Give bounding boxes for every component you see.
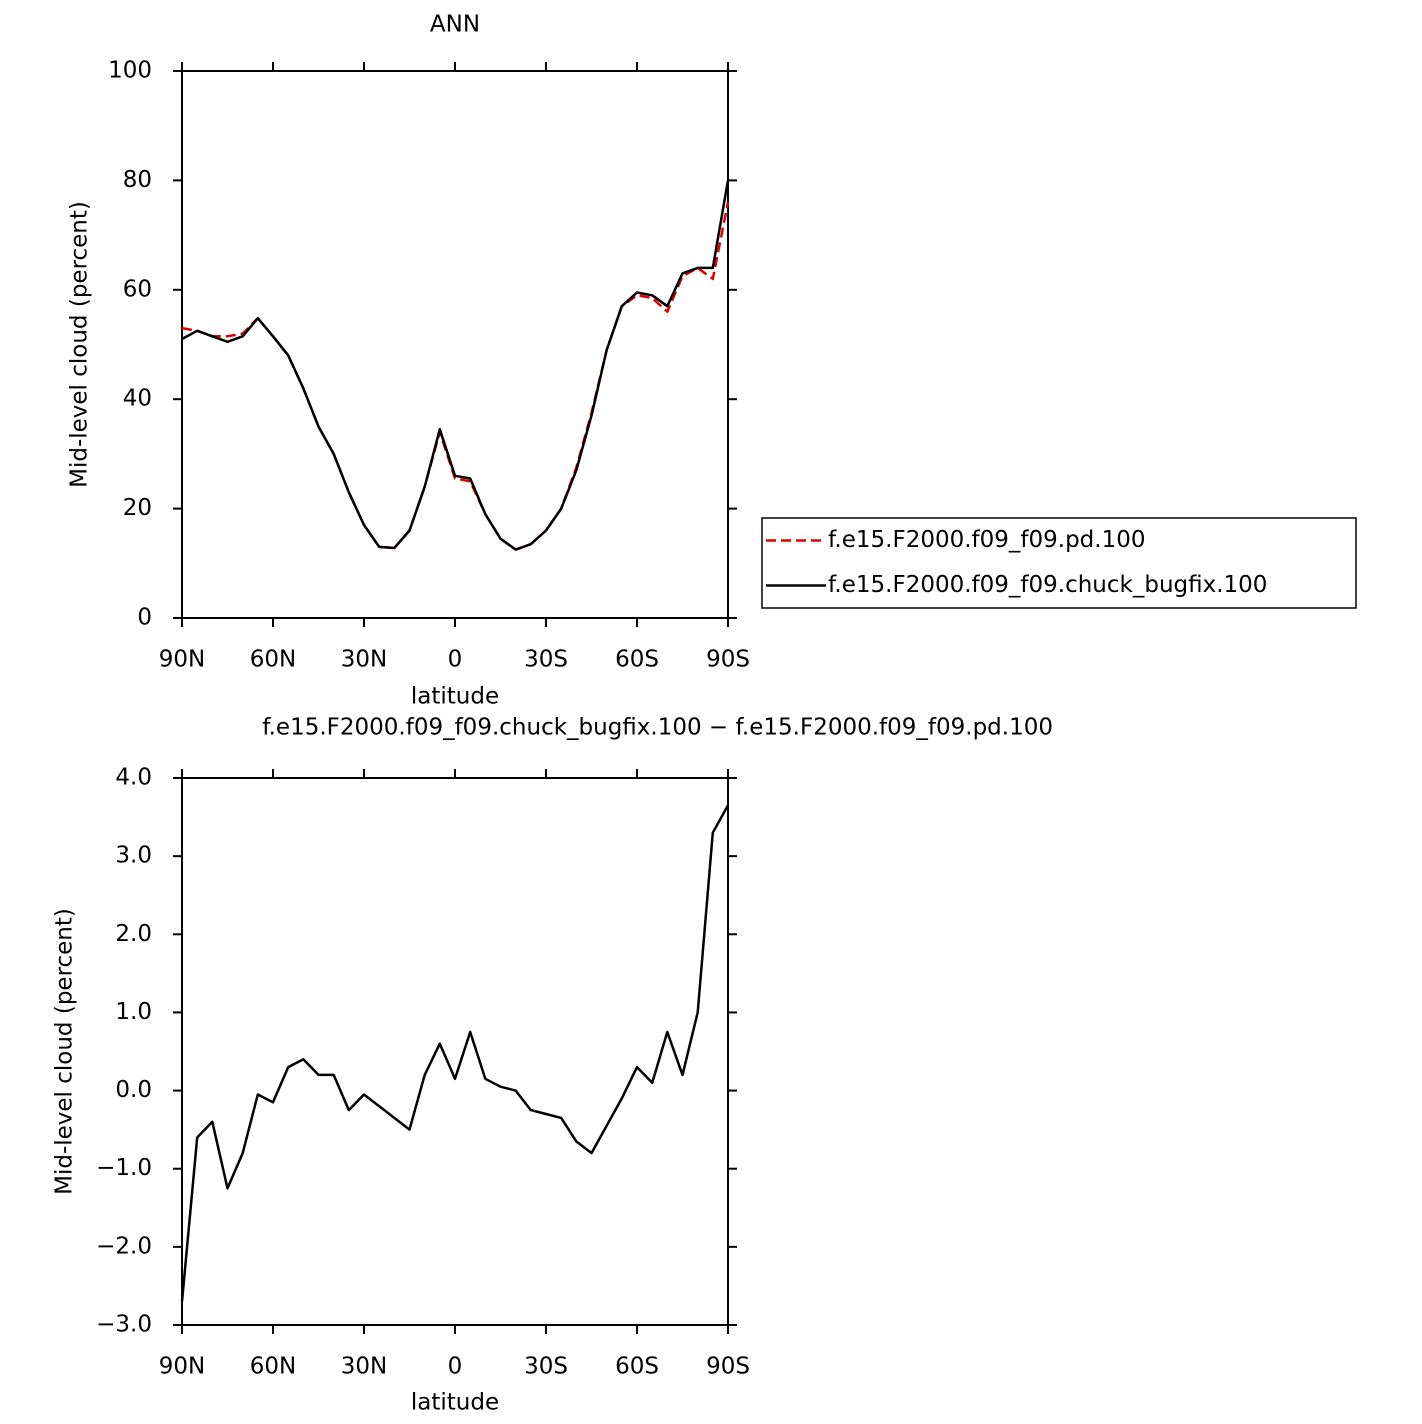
x-axis-label: latitude xyxy=(411,684,499,710)
y-tick-label: 0 xyxy=(137,605,152,631)
x-tick-label: 90N xyxy=(159,647,205,673)
legend-label: f.e15.F2000.f09_f09.pd.100 xyxy=(828,527,1146,553)
y-tick-label: 1.0 xyxy=(115,999,152,1025)
x-tick-label: 0 xyxy=(448,1354,463,1380)
plot-frame xyxy=(181,70,729,619)
x-tick-label: 30S xyxy=(524,1354,568,1380)
y-tick-label: 100 xyxy=(108,58,152,84)
x-axis-label: latitude xyxy=(411,1390,499,1416)
x-tick-label: 90N xyxy=(159,1354,205,1380)
chart-title: f.e15.F2000.f09_f09.chuck_bugfix.100 − f… xyxy=(262,715,1053,741)
data-line xyxy=(181,202,730,551)
y-tick-label: −1.0 xyxy=(96,1155,152,1181)
x-tick-label: 30S xyxy=(524,647,568,673)
x-tick-label: 60N xyxy=(250,647,296,673)
legend-box xyxy=(761,517,1357,609)
y-tick-label: 40 xyxy=(123,386,152,412)
data-line xyxy=(180,804,730,1302)
legend-label: f.e15.F2000.f09_f09.chuck_bugfix.100 xyxy=(828,572,1267,598)
y-tick-label: 60 xyxy=(123,276,152,302)
x-tick-label: 30N xyxy=(341,647,387,673)
x-tick-label: 90S xyxy=(706,647,750,673)
y-axis-label: Mid-level cloud (percent) xyxy=(52,908,78,1195)
y-tick-label: 0.0 xyxy=(115,1077,152,1103)
data-line xyxy=(181,180,730,551)
x-tick-label: 90S xyxy=(706,1354,750,1380)
y-tick-label: 2.0 xyxy=(115,921,152,947)
y-tick-label: −2.0 xyxy=(96,1233,152,1259)
y-axis-label: Mid-level cloud (percent) xyxy=(67,201,93,488)
y-tick-label: 4.0 xyxy=(115,765,152,791)
x-tick-label: 60S xyxy=(615,647,659,673)
y-tick-label: −3.0 xyxy=(96,1312,152,1338)
plot-frame xyxy=(181,777,729,1326)
y-tick-label: 20 xyxy=(123,495,152,521)
y-tick-label: 80 xyxy=(123,167,152,193)
y-tick-label: 3.0 xyxy=(115,843,152,869)
x-tick-label: 0 xyxy=(448,647,463,673)
x-tick-label: 60S xyxy=(615,1354,659,1380)
chart-title: ANN xyxy=(430,12,480,38)
x-tick-label: 60N xyxy=(250,1354,296,1380)
x-tick-label: 30N xyxy=(341,1354,387,1380)
